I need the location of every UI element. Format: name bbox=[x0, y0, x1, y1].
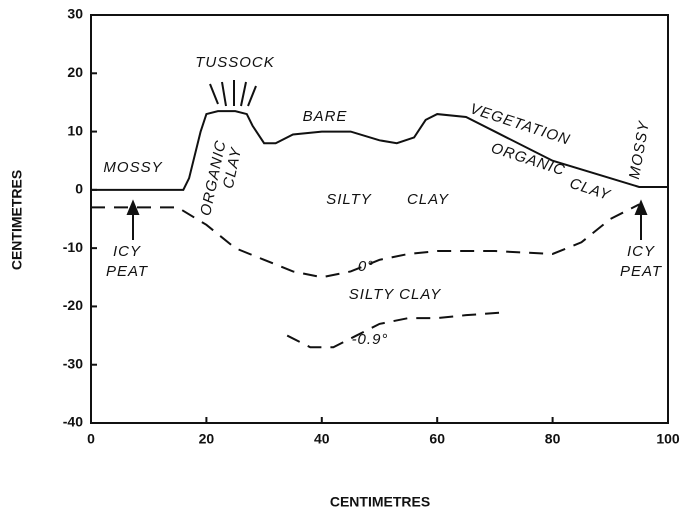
arrows bbox=[126, 80, 648, 240]
annotation: CLAY bbox=[568, 175, 613, 204]
annotation: PEAT bbox=[106, 263, 149, 280]
y-tick-label: -10 bbox=[63, 239, 83, 255]
annotation: -0.9° bbox=[352, 331, 389, 348]
annotation: ICY bbox=[113, 243, 141, 260]
annotation: TUSSOCK bbox=[195, 54, 275, 71]
annotation: SILTY CLAY bbox=[349, 286, 442, 303]
arrow-head bbox=[634, 199, 648, 215]
x-tick-label: 20 bbox=[199, 431, 215, 447]
y-tick-label: -20 bbox=[63, 297, 83, 313]
x-tick-label: 0 bbox=[87, 431, 95, 447]
annotation: VEGETATION bbox=[468, 100, 573, 148]
annotation: BARE bbox=[303, 108, 348, 125]
annotation: CLAY bbox=[407, 191, 449, 208]
annotation: MOSSY bbox=[103, 159, 162, 176]
arrow bbox=[221, 81, 227, 107]
annotation: 0° bbox=[358, 258, 374, 275]
arrow bbox=[240, 81, 247, 107]
y-tick-label: 0 bbox=[75, 181, 83, 197]
annotation: ICY bbox=[627, 243, 655, 260]
y-tick-label: -40 bbox=[63, 414, 83, 430]
x-tick-label: 80 bbox=[545, 431, 561, 447]
x-tick-label: 40 bbox=[314, 431, 330, 447]
arrow-head bbox=[126, 199, 140, 215]
plot-frame bbox=[90, 14, 669, 424]
annotation: PEAT bbox=[620, 263, 663, 280]
line bbox=[286, 311, 507, 349]
line bbox=[91, 203, 640, 279]
x-axis-label: CENTIMETRES bbox=[330, 494, 430, 510]
annotation: MOSSY bbox=[626, 119, 653, 180]
annotation: SILTY bbox=[326, 191, 372, 208]
y-axis-label: CENTIMETRES bbox=[9, 170, 25, 270]
x-tick-label: 60 bbox=[429, 431, 445, 447]
y-tick-label: -30 bbox=[63, 355, 83, 371]
y-tick-label: 20 bbox=[67, 64, 83, 80]
arrow bbox=[209, 83, 219, 105]
annotation: ORGANIC bbox=[489, 140, 567, 180]
x-tick-label: 100 bbox=[656, 431, 680, 447]
y-tick-label: 10 bbox=[67, 122, 83, 138]
arrow bbox=[247, 85, 257, 107]
y-tick-label: 30 bbox=[67, 6, 83, 22]
line bbox=[91, 110, 668, 191]
